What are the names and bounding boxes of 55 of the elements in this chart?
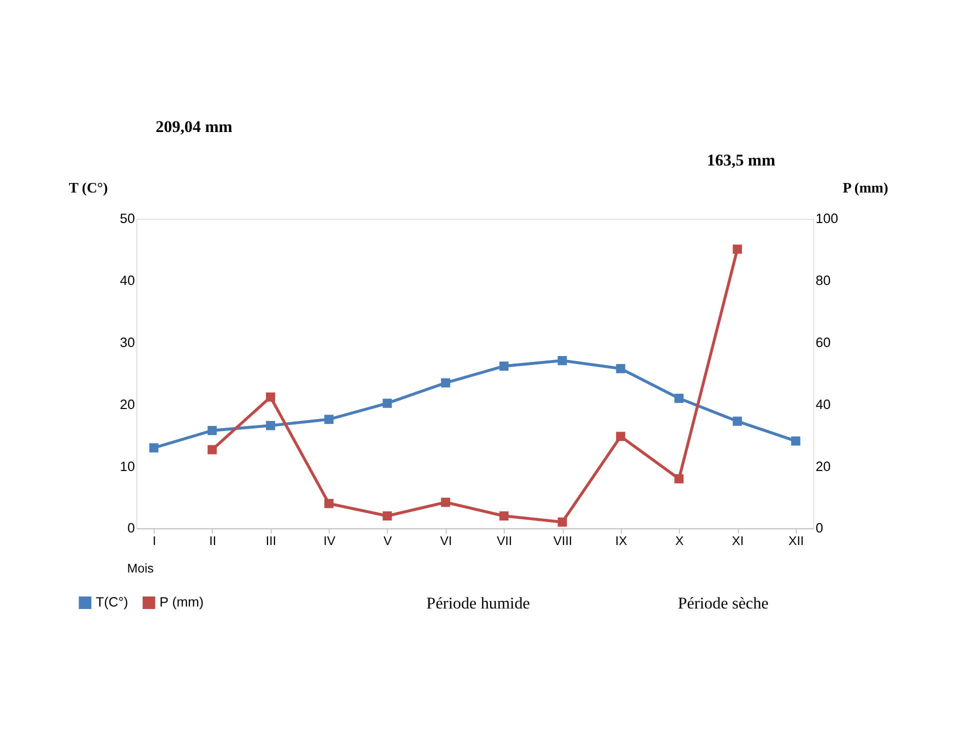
point	[324, 498, 334, 508]
y2-tick-label: 80	[816, 273, 831, 288]
x-tick-label: V	[384, 534, 393, 548]
y-tick-label: 10	[120, 458, 135, 474]
y-tick-label: 40	[120, 273, 135, 288]
x-tick-label: II	[209, 534, 216, 548]
point	[732, 416, 742, 426]
text: 163,5 mm	[706, 150, 776, 170]
x-tick-label: VII	[496, 534, 512, 548]
point	[441, 378, 450, 388]
x-tick-label: VIII	[553, 534, 572, 548]
point	[558, 356, 567, 366]
y2-tick-label: 40	[816, 396, 831, 412]
point	[791, 436, 800, 446]
y2-tick-label: 60	[816, 334, 831, 350]
text: Période humide	[426, 594, 530, 613]
point	[674, 394, 684, 403]
y-tick-label: 0	[127, 520, 135, 536]
point	[499, 362, 509, 371]
point	[732, 244, 742, 254]
text: Période sèche	[678, 594, 769, 613]
y2-tick-label: 100	[816, 211, 838, 226]
y-axis-title: T (C°)	[68, 180, 108, 196]
point	[558, 518, 567, 527]
point	[382, 511, 392, 520]
y2-axis-title: P (mm)	[842, 180, 888, 196]
point	[616, 364, 626, 374]
x-tick-label: XII	[788, 534, 804, 548]
y2-tick-label: 0	[816, 520, 824, 536]
point	[616, 432, 626, 441]
legend-label: T(C°)	[96, 594, 128, 610]
point	[499, 511, 509, 520]
x-tick-label: VI	[440, 534, 452, 548]
x-tick-label: III	[266, 534, 276, 548]
x-tick-label: XI	[732, 534, 744, 548]
x-tick-label: X	[675, 534, 684, 548]
y-tick-label: 20	[120, 396, 135, 412]
point	[674, 474, 684, 484]
x-axis-title: Mois	[127, 561, 154, 576]
point	[441, 498, 450, 507]
legend-label: P (mm)	[160, 594, 204, 610]
point	[149, 443, 158, 452]
y2-tick-label: 20	[816, 458, 831, 474]
x-tick-label: IV	[323, 534, 336, 548]
point	[266, 392, 276, 402]
text: 209,04 mm	[156, 116, 233, 136]
point	[208, 445, 217, 454]
point	[324, 414, 334, 424]
y-tick-label: 30	[120, 334, 135, 350]
point	[208, 426, 217, 436]
point	[266, 420, 276, 430]
point	[382, 398, 392, 408]
x-tick-label: I	[152, 534, 156, 548]
x-tick-label: IX	[615, 534, 628, 548]
y-tick-label: 50	[120, 211, 135, 226]
